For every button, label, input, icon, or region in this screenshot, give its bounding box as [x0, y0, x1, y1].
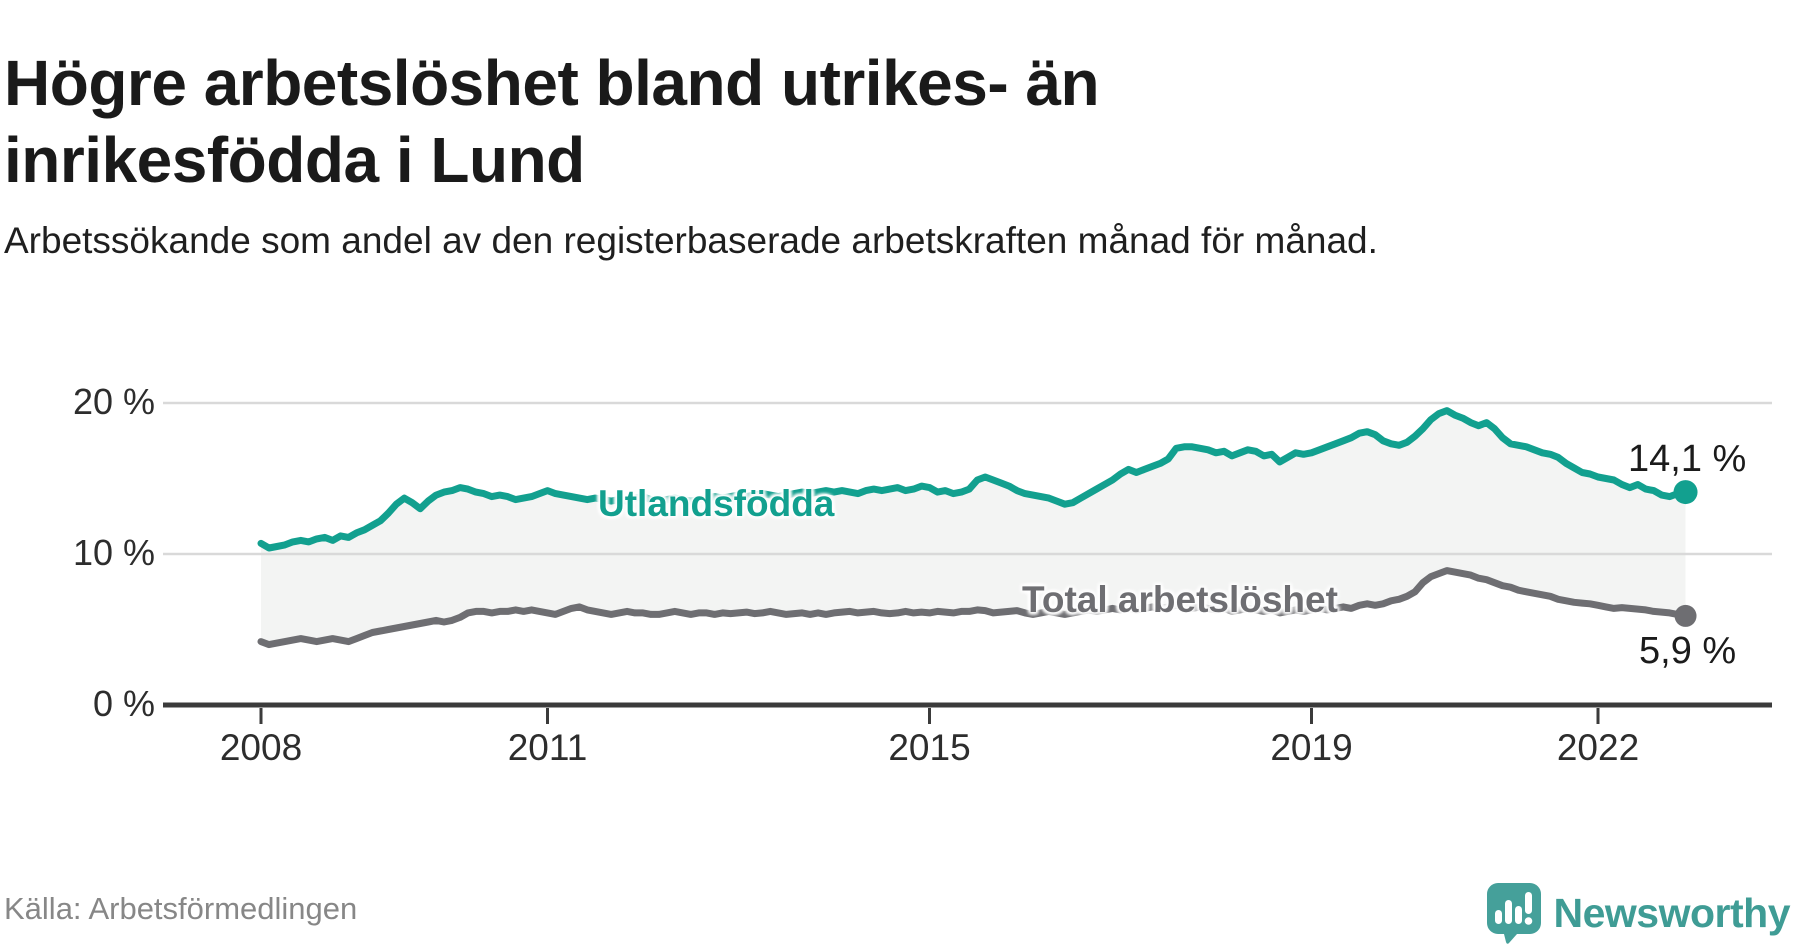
- x-tick-label-2022: 2022: [1556, 727, 1640, 768]
- series-label-total-arbetsloshet: Total arbetslöshet: [1022, 579, 1338, 620]
- newsworthy-logo-icon: [1486, 883, 1541, 944]
- line-utlandsfodda: [257, 407, 1689, 552]
- y-tick-label-0: 0 %: [92, 683, 155, 724]
- page-title: Högre arbetslöshet bland utrikes- än inr…: [4, 46, 1100, 196]
- brand-name: Newsworthy: [1553, 889, 1791, 936]
- series-label-utlandsfodda: Utlandsfödda: [598, 483, 835, 524]
- area-fill-between-series: [261, 410, 1686, 645]
- source-note: Källa: Arbetsförmedlingen: [4, 891, 358, 926]
- x-tick-label-2019: 2019: [1270, 727, 1353, 768]
- brand-lockup: Newsworthy: [1486, 882, 1791, 944]
- y-tick-label-10: 10 %: [72, 532, 155, 573]
- x-tick-label-2015: 2015: [888, 727, 971, 768]
- end-value-label-utlandsfodda: 14,1 %: [1628, 438, 1747, 480]
- line-total-arbetsloshet: [257, 567, 1689, 649]
- end-value-label-total: 5,9 %: [1639, 630, 1737, 672]
- x-tick-label-2008: 2008: [219, 727, 303, 768]
- y-tick-label-20: 20 %: [72, 381, 155, 422]
- end-dot-utlandsfodda: [1673, 480, 1698, 505]
- x-tick-label-2011: 2011: [507, 727, 588, 768]
- chart-subtitle: Arbetssökande som andel av den registerb…: [4, 220, 1378, 261]
- end-dot-total: [1674, 604, 1697, 627]
- x-axis-ticks: [259, 708, 1600, 724]
- gridlines: [163, 401, 1772, 556]
